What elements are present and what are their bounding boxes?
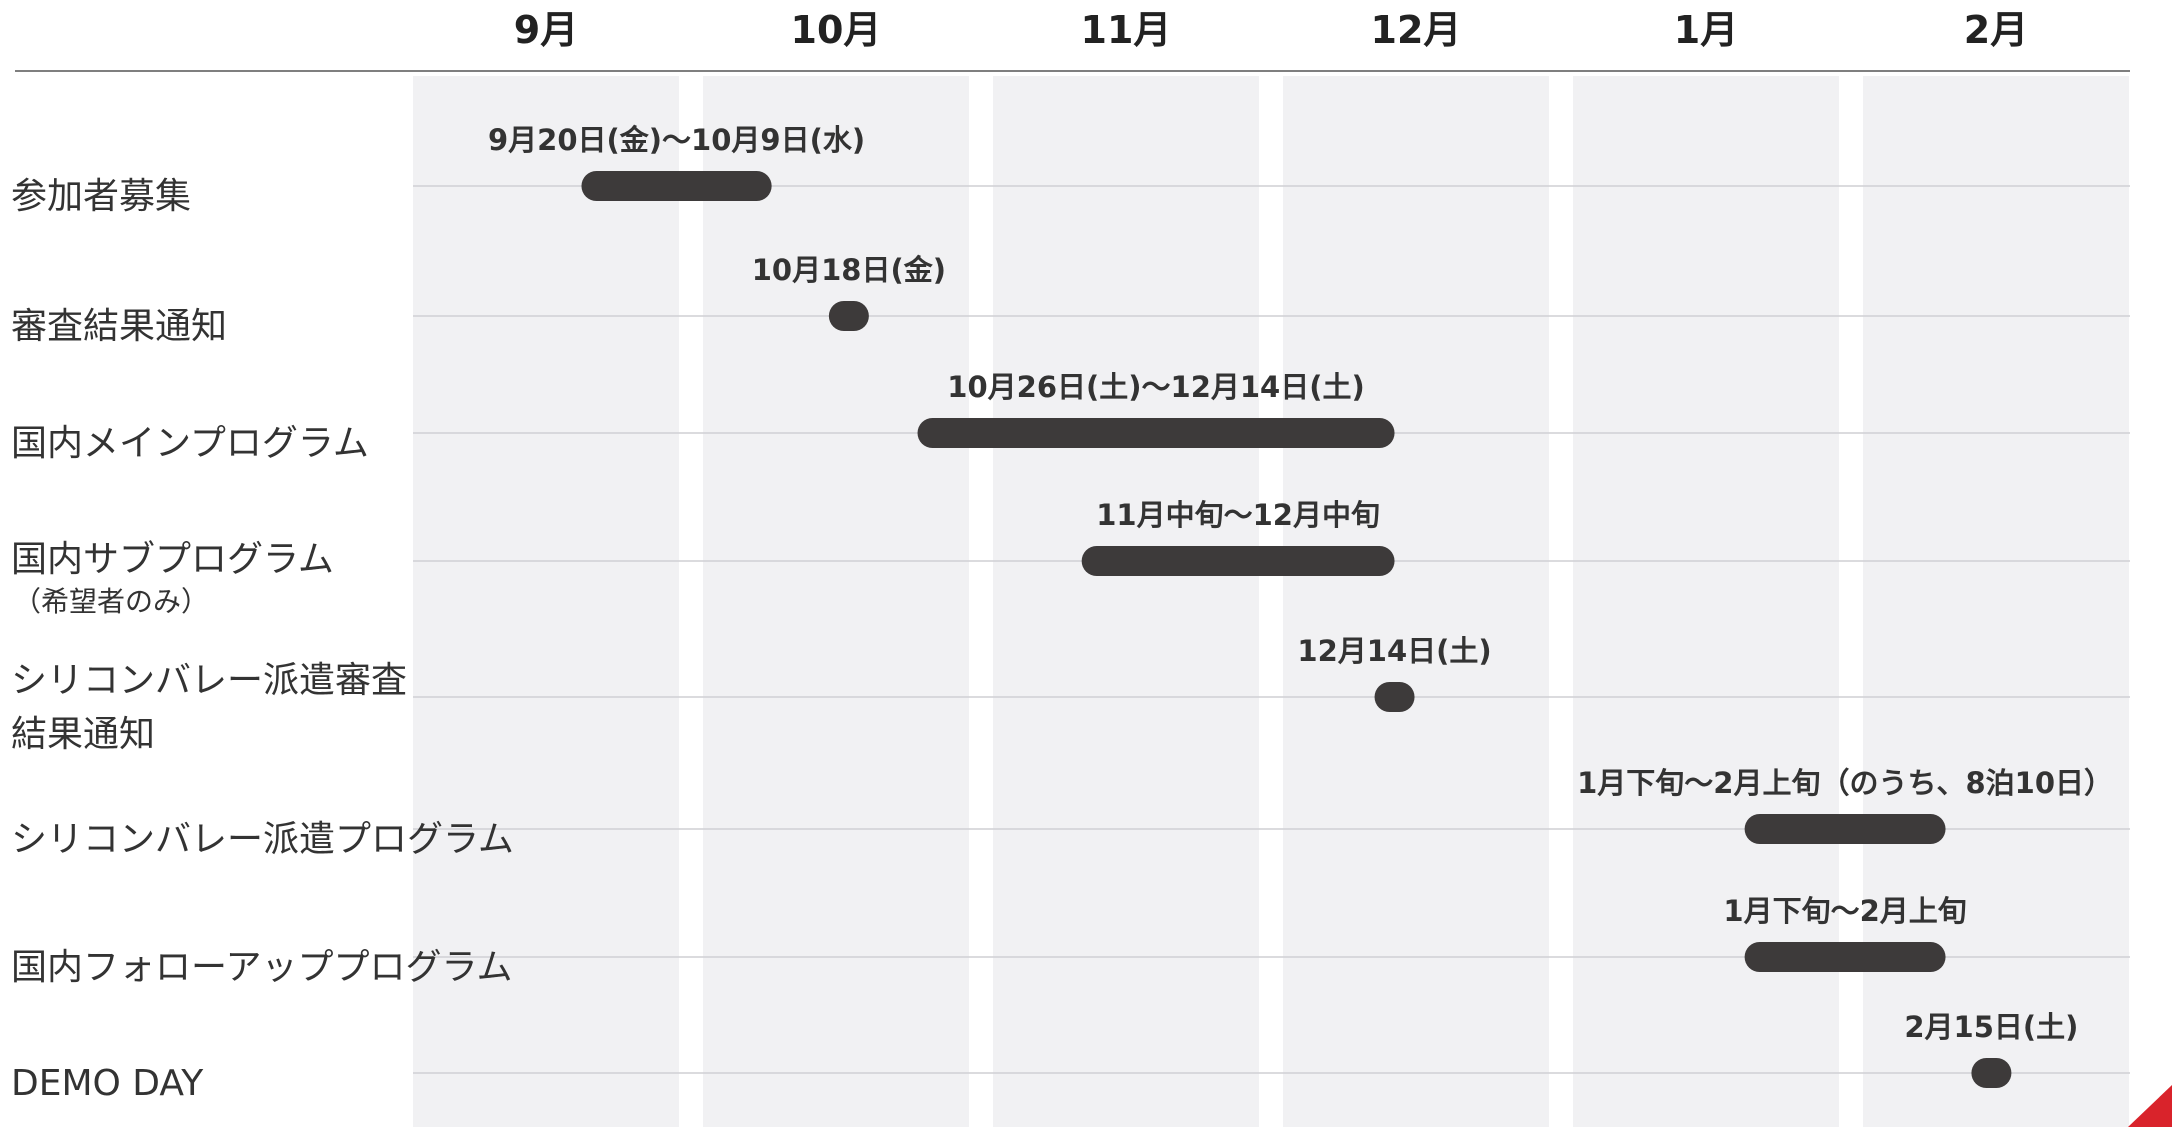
task-bar-label: 10月18日(金) <box>752 253 946 287</box>
task-bar <box>1081 546 1395 576</box>
task-label: シリコンバレー派遣審査 <box>11 660 407 701</box>
task-bar <box>1744 942 1946 972</box>
month-label: 12月 <box>1371 8 1462 52</box>
task-bar <box>1374 682 1415 712</box>
task-bar-label: 1月下旬〜2月上旬 <box>1723 894 1966 928</box>
month-column-band <box>993 76 1259 1127</box>
task-bar-label: 11月中旬〜12月中旬 <box>1096 498 1380 532</box>
task-label-line2: 結果通知 <box>11 714 155 755</box>
task-bars <box>581 171 2012 1088</box>
month-label: 1月 <box>1674 8 1738 52</box>
corner-accent-mark <box>2128 1085 2172 1127</box>
month-column-band <box>703 76 969 1127</box>
task-bar-label: 12月14日(土) <box>1297 634 1491 668</box>
task-bar-labels: 9月20日(金)〜10月9日(水) 10月18日(金) 10月26日(土)〜12月1… <box>488 123 2113 1044</box>
month-label: 9月 <box>514 8 578 52</box>
task-bar <box>1744 814 1946 844</box>
month-label: 2月 <box>1964 8 2028 52</box>
task-label: シリコンバレー派遣プログラム <box>11 819 514 860</box>
task-bar <box>917 418 1395 448</box>
task-sublabel: （希望者のみ） <box>13 585 209 618</box>
month-label: 11月 <box>1081 8 1172 52</box>
task-bar-label: 10月26日(土)〜12月14日(土) <box>947 370 1364 404</box>
month-header: 9月 10月 11月 12月 1月 2月 <box>514 8 2028 52</box>
task-label: 国内フォローアッププログラム <box>11 947 512 988</box>
task-label: 参加者募集 <box>11 176 191 217</box>
task-bar <box>828 301 869 331</box>
month-column-band <box>1283 76 1549 1127</box>
task-label: 審査結果通知 <box>11 306 227 347</box>
task-label: 国内サブプログラム <box>11 539 334 580</box>
month-column-band <box>413 76 679 1127</box>
task-bar-label: 9月20日(金)〜10月9日(水) <box>488 123 865 157</box>
task-bar-label: 2月15日(土) <box>1904 1010 2078 1044</box>
task-bar <box>581 171 772 201</box>
month-column-bands <box>413 76 2129 1127</box>
task-bar <box>1971 1058 2012 1088</box>
task-label: 国内メインプログラム <box>11 423 369 464</box>
task-bar-label: 1月下旬〜2月上旬（のうち、8泊10日） <box>1577 766 2113 800</box>
month-label: 10月 <box>791 8 882 52</box>
task-label: DEMO DAY <box>11 1063 204 1104</box>
